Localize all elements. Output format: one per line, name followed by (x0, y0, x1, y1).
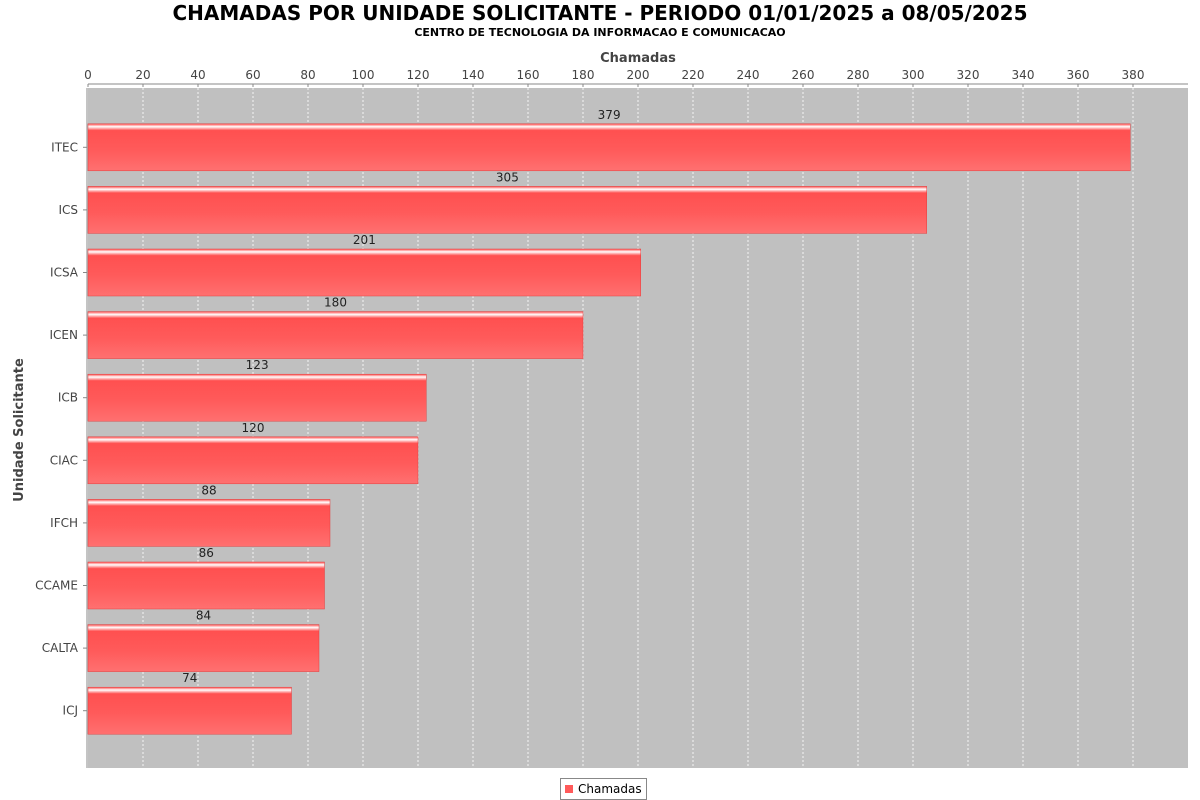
x-tick-label: 380 (1122, 68, 1145, 82)
category-label: CALTA (42, 641, 79, 655)
x-tick-label: 300 (902, 68, 925, 82)
data-label: 86 (199, 546, 214, 560)
x-tick-label: 40 (190, 68, 205, 82)
bar (87, 436, 419, 485)
legend-label: Chamadas (578, 782, 642, 796)
data-label: 180 (324, 296, 347, 310)
y-axis-title: Unidade Solicitante (12, 358, 27, 502)
x-tick-label: 60 (245, 68, 260, 82)
bar (87, 561, 325, 610)
category-label: ITEC (51, 140, 78, 154)
x-tick-label: 280 (847, 68, 870, 82)
bar (87, 499, 331, 547)
x-tick-label: 220 (682, 68, 705, 82)
category-label: ICS (58, 203, 78, 217)
x-tick-label: 340 (1012, 68, 1035, 82)
bar (87, 686, 292, 735)
chart-title: CHAMADAS POR UNIDADE SOLICITANTE - PERIO… (172, 1, 1028, 25)
x-tick-label: 20 (135, 68, 150, 82)
category-label: ICSA (50, 266, 79, 280)
bar (87, 311, 584, 359)
category-label: CIAC (50, 453, 78, 467)
category-label: ICEN (50, 328, 78, 342)
legend: Chamadas (560, 778, 647, 800)
data-label: 120 (242, 421, 265, 435)
x-tick-label: 180 (572, 68, 595, 82)
bar (87, 373, 427, 422)
category-label: IFCH (50, 516, 78, 530)
x-tick-label: 140 (462, 68, 485, 82)
x-tick-label: 0 (84, 68, 92, 82)
x-tick-label: 120 (407, 68, 430, 82)
category-label: CCAME (35, 579, 78, 593)
data-label: 123 (246, 358, 269, 372)
category-label: ICB (58, 391, 78, 405)
bar (87, 248, 641, 297)
bar (87, 624, 320, 672)
x-tick-label: 320 (957, 68, 980, 82)
x-tick-label: 360 (1067, 68, 1090, 82)
bar (87, 186, 927, 234)
x-tick-label: 240 (737, 68, 760, 82)
data-label: 74 (182, 671, 197, 685)
x-tick-label: 260 (792, 68, 815, 82)
x-tick-label: 200 (627, 68, 650, 82)
legend-swatch (565, 785, 573, 793)
data-label: 201 (353, 233, 376, 247)
category-label: ICJ (63, 704, 78, 718)
data-label: 379 (598, 108, 621, 122)
bar (87, 123, 1131, 172)
x-axis-title: Chamadas (600, 51, 676, 66)
x-tick-label: 100 (352, 68, 375, 82)
chart-subtitle: CENTRO DE TECNOLOGIA DA INFORMACAO E COM… (414, 26, 786, 39)
data-label: 305 (496, 170, 519, 184)
x-tick-label: 80 (300, 68, 315, 82)
x-tick-label: 160 (517, 68, 540, 82)
data-label: 84 (196, 609, 211, 623)
data-label: 88 (201, 483, 216, 497)
